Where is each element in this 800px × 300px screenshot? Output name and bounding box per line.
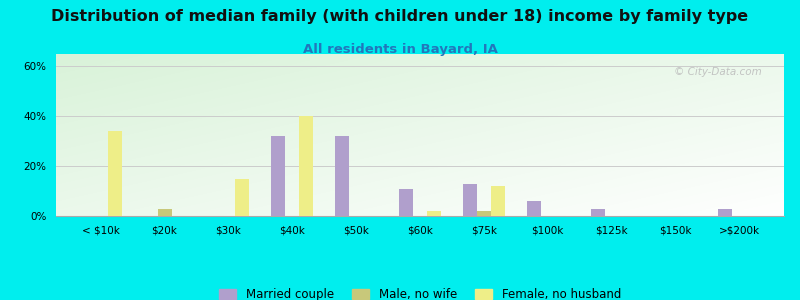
Bar xyxy=(399,189,413,216)
Bar xyxy=(158,208,171,216)
Legend: Married couple, Male, no wife, Female, no husband: Married couple, Male, no wife, Female, n… xyxy=(214,284,626,300)
Bar xyxy=(271,136,286,216)
Text: All residents in Bayard, IA: All residents in Bayard, IA xyxy=(302,44,498,56)
Bar xyxy=(477,211,491,216)
Bar xyxy=(590,208,605,216)
Bar xyxy=(299,116,314,216)
Bar xyxy=(718,208,732,216)
Text: Distribution of median family (with children under 18) income by family type: Distribution of median family (with chil… xyxy=(51,9,749,24)
Bar xyxy=(427,211,441,216)
Bar xyxy=(108,131,122,216)
Bar xyxy=(335,136,349,216)
Bar xyxy=(491,186,505,216)
Bar xyxy=(235,178,250,216)
Bar xyxy=(462,184,477,216)
Text: © City-Data.com: © City-Data.com xyxy=(674,67,762,77)
Bar xyxy=(526,201,541,216)
